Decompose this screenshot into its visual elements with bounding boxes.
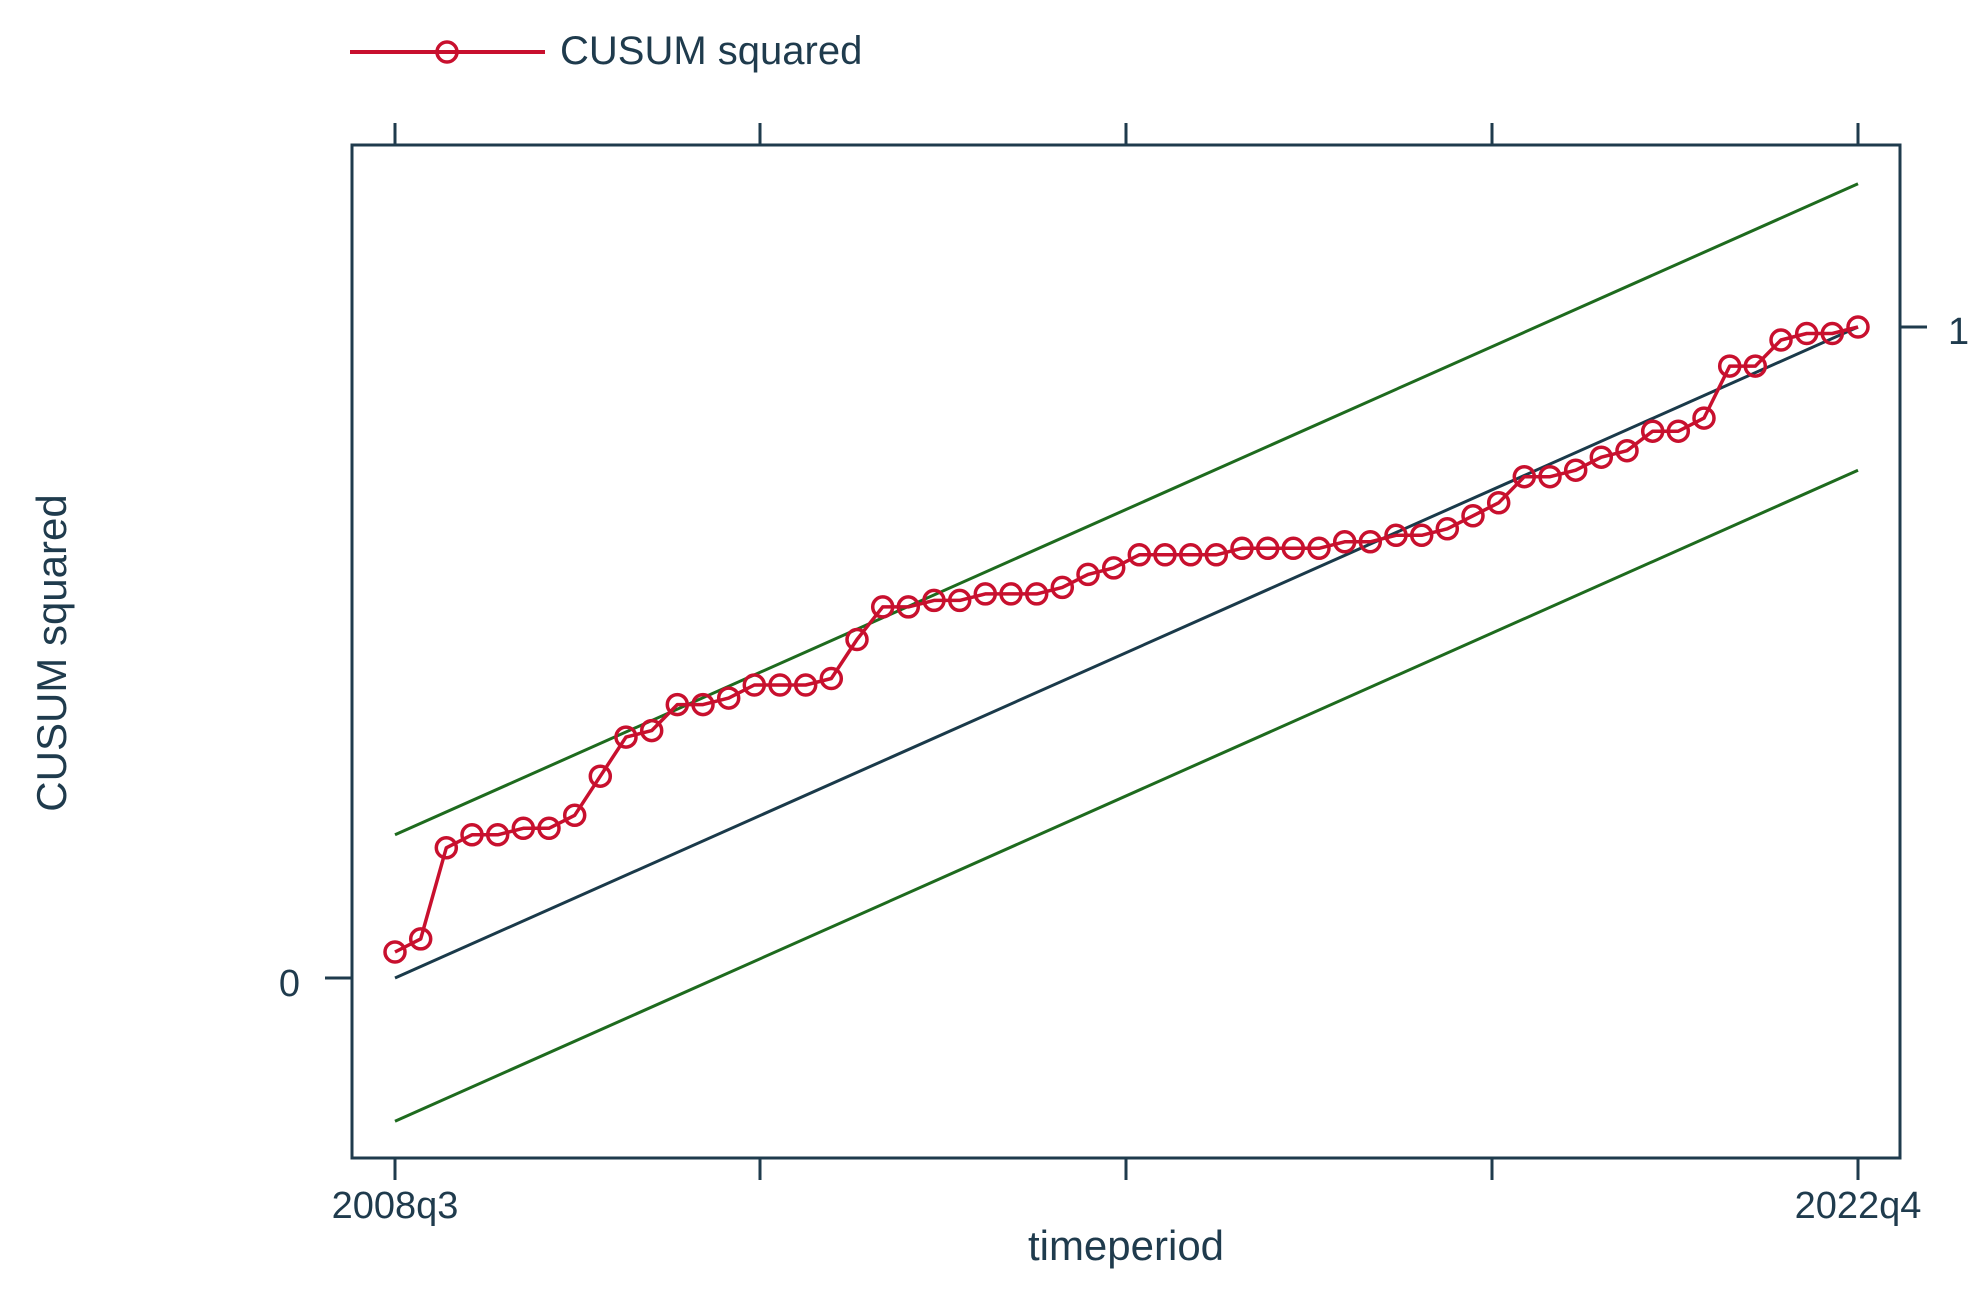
cusum-point [1153,543,1177,567]
cusum-point [1101,556,1126,580]
cusum-point [1846,315,1870,339]
cusum-point [999,582,1023,606]
cusum-point [434,836,459,860]
cusum-point [1127,543,1152,567]
cusum-point [845,627,869,652]
cusum-point [819,666,844,691]
cusum-point [588,764,613,788]
cusum-point [383,940,407,964]
cusum-point [1743,354,1768,378]
cusum-point [691,692,715,717]
cusum-point [1050,575,1075,600]
cusum-point [1538,464,1562,489]
cusum-point [562,803,587,828]
cusum-point [1358,530,1383,554]
cusum-point [1640,419,1665,443]
cusum-point [947,588,972,613]
cusum-point [1486,491,1511,515]
legend-label: CUSUM squared [560,29,862,73]
cusum-point [1281,536,1306,561]
cusum-point [1435,517,1460,541]
x-axis-title: timeperiod [1028,1222,1224,1269]
cusum-point [973,582,998,606]
cusum-point [1512,464,1537,489]
cusum-point [665,692,690,717]
cusum-point [793,673,818,697]
legend: CUSUM squared [350,29,862,73]
cusum-point [896,595,921,619]
cusum-point [1563,458,1588,482]
cusum-point [1230,536,1254,561]
cusum-point [716,686,741,710]
cusum-point [408,927,433,951]
cusum-points [383,315,1870,964]
cusum-point [460,823,484,847]
reference-lines [394,182,1859,1123]
y-axis-title: CUSUM squared [28,494,75,811]
cusum-point [1076,562,1100,587]
cusum-point [639,718,664,743]
tick-marks [325,123,1927,1180]
cusum-point [1255,536,1280,561]
cusum-point [1332,530,1357,554]
cusum-point [1307,536,1331,561]
y-tick-label-1: 1 [1948,311,1969,353]
cusum-point [1178,543,1203,567]
cusum-point [922,588,946,613]
cusum-point [511,816,536,841]
cusum-point [1692,406,1716,430]
cusum-point [614,725,638,749]
cusum-squared-line [394,325,1859,954]
cusum-point [1461,504,1485,528]
cusum-point [1769,328,1793,352]
y-tick-label-0: 0 [279,963,300,1005]
cusum-point [768,673,792,697]
cusum-point [1666,419,1691,443]
cusum-point [1820,321,1845,346]
cusum-point [1409,523,1434,548]
legend-marker [435,40,459,64]
cusum-point [1204,543,1229,567]
x-tick-label-start: 2008q3 [332,1185,459,1227]
cusum-point [1794,321,1819,346]
cusum-point [1615,438,1639,463]
cusum-point [485,823,510,847]
x-tick-label-end: 2022q4 [1795,1185,1922,1227]
cusum-point [870,595,895,619]
lower-bound-line [394,468,1859,1123]
reference-line [394,325,1859,980]
cusum-point [1589,445,1614,469]
upper-bound-line [394,182,1859,837]
cusum-point [1717,354,1742,378]
cusum-point [537,816,561,841]
cusum-point [1384,523,1408,548]
cusum-point [1024,582,1049,606]
cusum-series [394,325,1859,954]
cusum-point [742,673,767,697]
